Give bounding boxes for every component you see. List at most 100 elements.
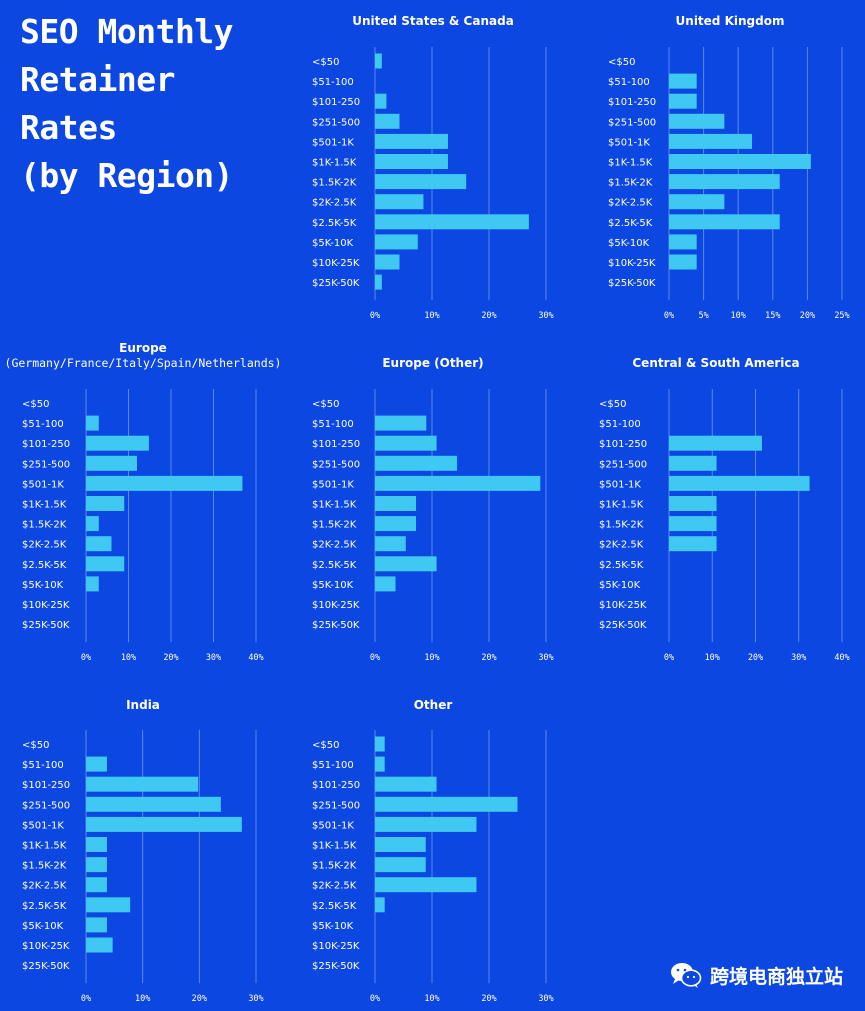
category-label: $2K-2.5K: [312, 881, 357, 892]
x-tick-label: 10%: [121, 653, 136, 663]
x-tick-label: 20%: [192, 994, 207, 1004]
bar: [669, 73, 697, 89]
category-label: $2.5K-5K: [312, 901, 357, 912]
category-label: $25K-50K: [599, 620, 647, 631]
category-label: $2.5K-5K: [312, 560, 357, 571]
bar: [669, 174, 780, 190]
x-tick-label: 20%: [481, 653, 496, 663]
x-tick-label: 10%: [424, 994, 439, 1004]
category-label: $2.5K-5K: [22, 901, 67, 912]
bar: [86, 776, 199, 792]
bar: [375, 776, 437, 792]
category-label: $251-500: [312, 800, 360, 811]
category-label: <$50: [312, 399, 339, 410]
chart-title: Central & South America: [632, 356, 799, 370]
x-tick-label: 30%: [538, 311, 553, 321]
bar: [86, 756, 107, 772]
category-label: <$50: [312, 740, 339, 751]
category-label: $10K-25K: [608, 258, 656, 269]
category-label: $251-500: [22, 459, 70, 470]
bar: [375, 556, 437, 572]
bar: [375, 274, 382, 290]
x-tick-label: 30%: [206, 653, 221, 663]
bar: [375, 736, 385, 752]
category-label: $101-250: [599, 439, 647, 450]
category-label: $25K-50K: [312, 620, 360, 631]
category-label: $51-100: [599, 419, 641, 430]
category-label: <$50: [608, 57, 635, 68]
category-label: $101-250: [312, 439, 360, 450]
category-label: $1K-1.5K: [608, 158, 653, 169]
chart-title: Other: [414, 698, 453, 712]
category-label: $10K-25K: [312, 941, 360, 952]
category-label: $1K-1.5K: [22, 841, 67, 852]
bar: [86, 496, 125, 511]
bar: [669, 536, 717, 552]
category-label: $10K-25K: [22, 600, 70, 611]
bar: [375, 496, 417, 511]
bar: [375, 415, 427, 431]
wechat-icon: [670, 963, 702, 988]
category-label: $2.5K-5K: [312, 218, 357, 229]
bar: [86, 837, 107, 852]
category-label: $5K-10K: [599, 580, 641, 591]
bar: [86, 816, 242, 832]
bar: [375, 133, 448, 149]
x-tick-label: 10%: [424, 311, 439, 321]
chart-title: Europe (Other): [382, 356, 483, 370]
bar: [375, 254, 400, 270]
bar: [375, 435, 437, 451]
bar: [669, 93, 697, 109]
chart-title: United Kingdom: [676, 14, 785, 28]
category-label: $1K-1.5K: [312, 500, 357, 511]
x-tick-label: 30%: [791, 653, 806, 663]
bar: [86, 475, 243, 491]
category-label: $501-1K: [608, 137, 650, 148]
category-label: $251-500: [312, 117, 360, 128]
bar: [86, 536, 112, 552]
bar: [375, 857, 426, 873]
bar: [375, 174, 467, 190]
category-label: $101-250: [22, 780, 70, 791]
x-tick-label: 20%: [163, 653, 178, 663]
category-label: <$50: [22, 740, 49, 751]
category-label: $5K-10K: [312, 580, 354, 591]
category-label: $1.5K-2K: [312, 520, 357, 531]
x-tick-label: 0%: [664, 311, 674, 321]
x-tick-label: 15%: [765, 311, 780, 321]
bar: [86, 857, 107, 873]
category-label: $1K-1.5K: [312, 841, 357, 852]
category-label: $2.5K-5K: [22, 560, 67, 571]
category-label: $10K-25K: [312, 600, 360, 611]
category-label: $5K-10K: [608, 238, 650, 249]
bar: [86, 435, 149, 451]
category-label: $5K-10K: [312, 921, 354, 932]
x-tick-label: 0%: [370, 653, 380, 663]
category-label: $2K-2.5K: [312, 540, 357, 551]
category-label: $501-1K: [22, 479, 64, 490]
category-label: $10K-25K: [599, 600, 647, 611]
category-label: $251-500: [22, 800, 70, 811]
bar: [86, 576, 99, 592]
category-label: $51-100: [312, 760, 354, 771]
bar: [86, 877, 107, 893]
x-tick-label: 5%: [698, 311, 708, 321]
bar: [86, 556, 125, 572]
x-tick-label: 0%: [370, 311, 380, 321]
page-title: SEO Monthly Retainer Rates (by Region): [20, 12, 234, 195]
watermark: 跨境电商独立站: [670, 961, 843, 989]
bar: [375, 214, 529, 230]
category-label: $1.5K-2K: [608, 178, 653, 189]
bar: [375, 475, 541, 491]
x-tick-label: 0%: [370, 994, 380, 1004]
bar: [375, 93, 387, 109]
category-label: <$50: [599, 399, 626, 410]
x-tick-label: 20%: [481, 311, 496, 321]
category-label: $251-500: [599, 459, 647, 470]
category-label: $51-100: [312, 419, 354, 430]
bar: [86, 415, 99, 431]
x-tick-label: 0%: [81, 994, 91, 1004]
watermark-text: 跨境电商独立站: [709, 965, 843, 988]
category-label: $5K-10K: [22, 921, 64, 932]
bar: [86, 516, 99, 532]
